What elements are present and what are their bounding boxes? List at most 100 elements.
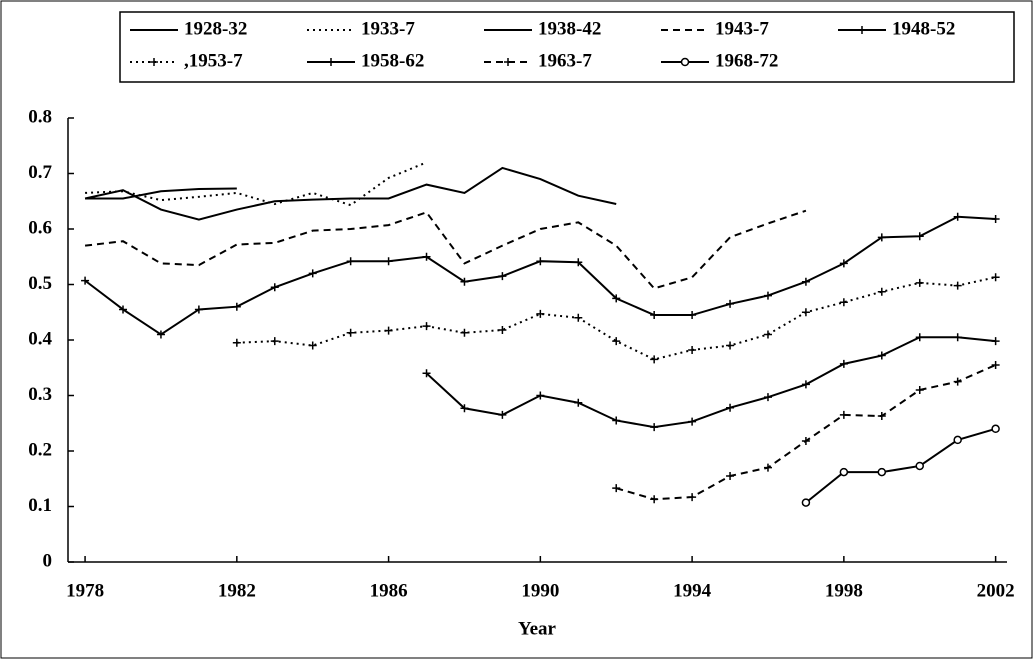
marker — [915, 232, 924, 241]
marker — [877, 351, 886, 360]
legend-marker — [858, 26, 866, 34]
legend-label: 1968-72 — [715, 50, 778, 71]
marker — [498, 272, 507, 281]
marker — [422, 322, 431, 331]
marker — [119, 305, 128, 314]
marker — [498, 326, 507, 335]
marker — [915, 461, 924, 471]
x-tick-label: 1978 — [66, 580, 104, 601]
marker — [384, 257, 393, 266]
y-tick-label: 0.3 — [28, 384, 52, 405]
marker — [801, 277, 810, 286]
marker — [81, 276, 90, 285]
legend-label: 1943-7 — [715, 18, 769, 39]
marker — [991, 360, 1000, 369]
marker — [232, 338, 241, 347]
marker — [839, 259, 848, 268]
marker — [574, 313, 583, 322]
legend-marker — [327, 58, 335, 66]
series-line — [805, 427, 996, 504]
marker — [384, 326, 393, 335]
legend-marker — [150, 58, 158, 66]
legend-label: 1928-32 — [184, 18, 247, 39]
y-tick-label: 0.5 — [28, 273, 52, 294]
legend-label: ,1953-7 — [184, 50, 243, 71]
marker — [801, 498, 811, 507]
marker — [688, 417, 697, 426]
marker — [877, 412, 886, 421]
marker — [460, 328, 469, 337]
marker — [915, 333, 924, 342]
x-axis-label: Year — [518, 618, 557, 639]
y-tick-label: 0.1 — [28, 495, 52, 516]
marker — [763, 330, 772, 339]
marker — [612, 416, 621, 425]
marker — [877, 287, 886, 296]
marker — [346, 257, 355, 266]
marker — [915, 385, 924, 394]
marker — [915, 278, 924, 287]
series-line — [85, 187, 237, 200]
marker — [194, 305, 203, 314]
marker — [726, 341, 735, 350]
marker — [308, 269, 317, 278]
marker — [346, 328, 355, 337]
marker — [650, 355, 659, 364]
marker — [688, 345, 697, 354]
x-tick-label: 1982 — [218, 580, 256, 601]
series-line — [236, 276, 996, 361]
marker — [991, 337, 1000, 346]
marker — [953, 212, 962, 221]
legend-label: 1963-7 — [538, 50, 592, 71]
x-tick-label: 1990 — [521, 580, 559, 601]
marker — [763, 463, 772, 472]
marker — [839, 359, 848, 368]
marker — [422, 252, 431, 261]
series-line — [85, 161, 427, 207]
marker — [726, 471, 735, 480]
marker — [574, 258, 583, 267]
marker — [612, 294, 621, 303]
marker — [726, 299, 735, 308]
marker — [953, 333, 962, 342]
marker — [801, 380, 810, 389]
marker — [156, 330, 165, 339]
marker — [232, 302, 241, 311]
y-tick-label: 0 — [43, 550, 53, 571]
marker — [839, 410, 848, 419]
series-line — [84, 209, 807, 290]
marker — [839, 467, 849, 477]
x-tick-label: 2002 — [977, 580, 1015, 601]
marker — [460, 404, 469, 413]
y-tick-label: 0.8 — [28, 106, 52, 127]
marker — [422, 369, 431, 378]
y-tick-label: 0.7 — [28, 162, 52, 183]
marker — [763, 393, 772, 402]
legend-label: 1938-42 — [538, 18, 601, 39]
series-line — [425, 336, 996, 429]
marker — [612, 484, 621, 493]
marker — [650, 423, 659, 432]
marker — [877, 467, 887, 477]
marker — [650, 311, 659, 320]
marker — [650, 495, 659, 504]
marker — [612, 337, 621, 346]
marker — [991, 215, 1000, 224]
legend-box — [119, 11, 1015, 83]
y-tick-label: 0.6 — [28, 217, 52, 238]
series-line — [84, 166, 617, 221]
marker — [763, 291, 772, 300]
marker — [991, 424, 1000, 434]
marker — [839, 298, 848, 307]
marker — [460, 277, 469, 286]
marker — [536, 257, 545, 266]
marker — [270, 337, 279, 346]
legend-label: 1933-7 — [361, 18, 415, 39]
marker — [536, 309, 545, 318]
marker — [953, 281, 962, 290]
legend-marker — [504, 58, 512, 66]
x-tick-label: 1998 — [825, 580, 863, 601]
marker — [270, 283, 279, 292]
